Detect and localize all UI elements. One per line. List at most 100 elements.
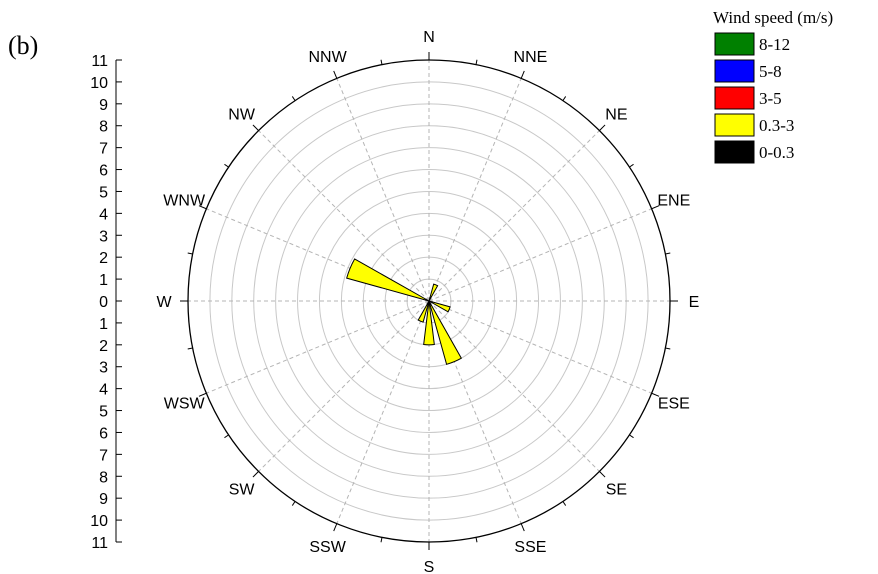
legend-swatch (714, 140, 755, 164)
angular-tick (599, 124, 606, 131)
angular-tick (380, 59, 383, 65)
direction-label-e: E (689, 294, 700, 311)
radial-tick-label: 0 (99, 294, 108, 311)
angular-tick (291, 501, 296, 506)
angular-tick (599, 471, 606, 478)
wedge-ese (428, 300, 451, 313)
grid-circle (297, 169, 561, 433)
legend: Wind speed (m/s) 8-12 5-8 3-5 0.3-3 0-0.3 (713, 8, 833, 164)
radial-tick-label: 3 (99, 360, 108, 377)
angular-tick (651, 205, 660, 210)
direction-label-ese: ESE (658, 395, 690, 412)
direction-label-n: N (423, 29, 435, 46)
grid-spoke (428, 300, 522, 524)
angular-tick (651, 392, 660, 397)
wind-rose-plot: N NNE NE ENE E ESE SE SSE S SSW SW WSW W WNW NW NNW (156, 29, 699, 574)
direction-label-se: SE (606, 481, 627, 498)
radial-tick-label: 10 (90, 513, 108, 530)
legend-label: 8-12 (759, 35, 790, 54)
radial-tick-label: 8 (99, 119, 108, 136)
direction-label-s: S (424, 559, 435, 574)
radial-tick-label: 2 (99, 250, 108, 267)
direction-label-ssw: SSW (309, 539, 346, 556)
legend-swatch (714, 113, 755, 137)
angular-tick (520, 523, 525, 532)
angular-tick (380, 537, 383, 543)
radial-tick-label: 5 (99, 404, 108, 421)
angular-tick (187, 347, 193, 350)
grid-spoke (428, 78, 522, 302)
radial-tick-label: 7 (99, 447, 108, 464)
radial-tick-label: 6 (99, 425, 108, 442)
angular-tick (475, 537, 478, 543)
grid-spoke (336, 78, 430, 302)
legend-label: 3-5 (759, 89, 782, 108)
wedge-sse (428, 300, 463, 365)
radial-tick-label: 1 (99, 272, 108, 289)
radial-tick-label: 4 (99, 382, 108, 399)
wedge-ssw (417, 300, 430, 323)
legend-swatch (714, 32, 755, 56)
direction-label-nne: NNE (514, 49, 548, 66)
radial-tick-label: 7 (99, 141, 108, 158)
grid-circle (318, 190, 540, 412)
direction-label-wsw: WSW (164, 395, 206, 412)
grid-spoke (206, 208, 430, 302)
grid-spoke (258, 300, 430, 472)
radial-tick-label: 4 (99, 206, 108, 223)
radial-tick-label: 11 (91, 535, 108, 552)
grid-spoke (428, 300, 652, 394)
angular-tick (187, 252, 193, 255)
grid-spoke (206, 300, 430, 394)
angular-tick (224, 163, 229, 168)
radial-tick-label: 11 (91, 53, 108, 70)
legend-label: 0-0.3 (759, 143, 794, 162)
angular-tick (629, 163, 634, 168)
radial-tick-label: 1 (99, 316, 108, 333)
angular-tick (291, 96, 296, 101)
angular-tick (665, 347, 671, 350)
radial-tick-label: 3 (99, 228, 108, 245)
grid-spoke (428, 130, 600, 302)
legend-swatch (714, 86, 755, 110)
angular-tick (252, 471, 259, 478)
angular-tick (333, 70, 338, 79)
angular-tick (198, 205, 207, 210)
legend-title: Wind speed (m/s) (713, 8, 833, 27)
direction-label-w: W (156, 294, 172, 311)
direction-label-ne: NE (605, 107, 627, 124)
wedge-nne (428, 283, 439, 302)
angular-tick (562, 96, 567, 101)
grid-circle (275, 147, 583, 455)
wedge-s (423, 300, 435, 346)
grid-spoke (336, 300, 430, 524)
panel-label: (b) (8, 31, 38, 60)
radial-tick-label: 6 (99, 163, 108, 180)
angular-tick (562, 501, 567, 506)
radial-tick-label: 8 (99, 469, 108, 486)
radial-tick-label: 2 (99, 338, 108, 355)
radial-tick-label: 9 (99, 97, 108, 114)
legend-swatch (714, 59, 755, 83)
angular-tick (475, 59, 478, 65)
angular-tick (520, 70, 525, 79)
legend-label: 5-8 (759, 62, 782, 81)
direction-label-nnw: NNW (308, 49, 347, 66)
legend-label: 0.3-3 (759, 116, 794, 135)
radial-tick-label: 9 (99, 491, 108, 508)
angular-tick (629, 434, 634, 439)
angular-tick (224, 434, 229, 439)
direction-label-nw: NW (228, 107, 256, 124)
radial-tick-label: 10 (90, 75, 108, 92)
radial-tick-label: 5 (99, 184, 108, 201)
angular-tick (665, 252, 671, 255)
angular-tick (252, 124, 259, 131)
angular-tick (333, 523, 338, 532)
direction-label-wnw: WNW (163, 193, 206, 210)
angular-tick (198, 392, 207, 397)
grid-spoke (428, 300, 600, 472)
wedge-wnw (346, 258, 430, 302)
direction-label-sw: SW (229, 481, 256, 498)
